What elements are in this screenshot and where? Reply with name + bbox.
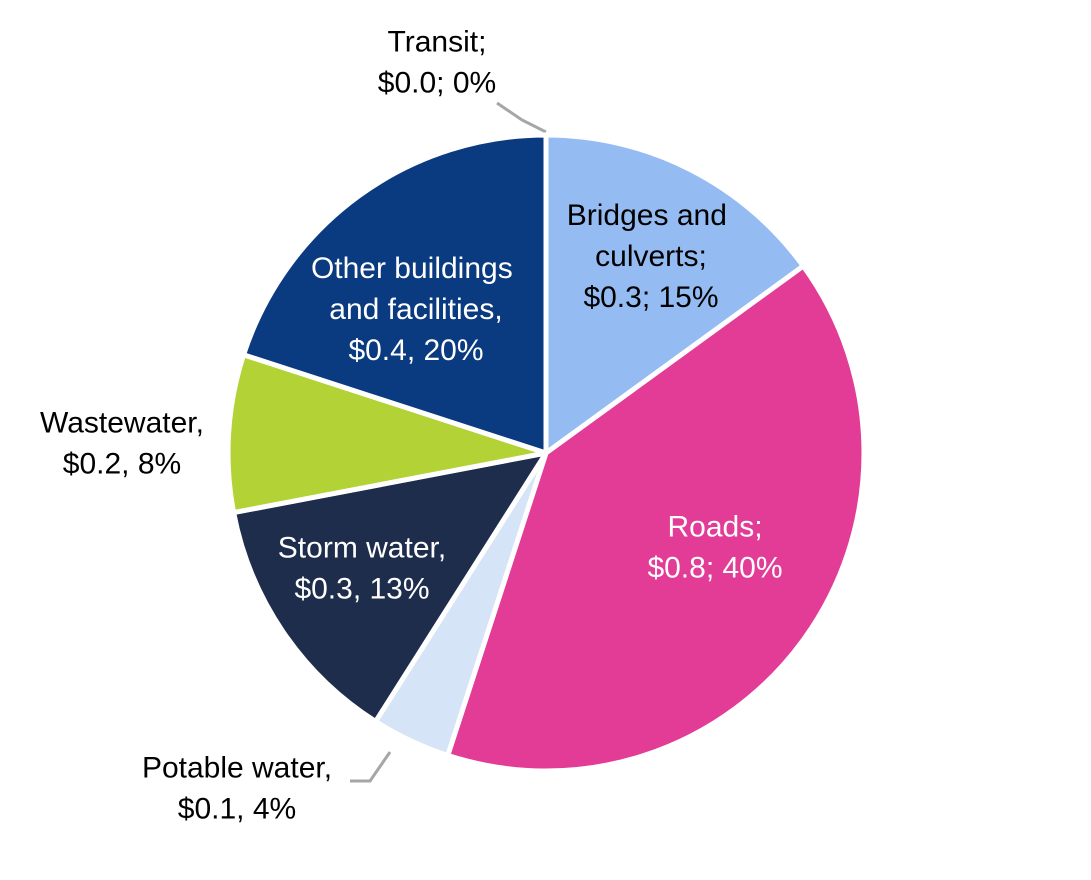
leader-line — [350, 751, 392, 783]
value-label: $0.1, 4% — [178, 792, 296, 825]
pie-slice — [225, 352, 549, 516]
pie-slice — [231, 450, 549, 724]
slice-label: Storm water, — [278, 531, 446, 564]
label-line: Roads; — [667, 510, 762, 543]
label-line: Transit; — [388, 25, 487, 58]
label-line: Wastewater, — [40, 406, 204, 439]
slice-label: Other buildings and facilities, — [311, 252, 521, 326]
label-line: Bridges and — [567, 199, 735, 232]
label-line: Potable water, — [142, 751, 332, 784]
value-label: $0.3, 13% — [294, 572, 429, 605]
pie-slice — [241, 132, 549, 456]
label-line: and facilities, — [329, 293, 502, 326]
slice-label: Potable water, — [142, 751, 332, 784]
slice-label: Wastewater, — [40, 406, 204, 439]
slice-label: Roads; — [667, 510, 762, 543]
leader-line — [496, 101, 547, 134]
value-label: $0.0; 0% — [378, 66, 496, 99]
label-line: culverts; — [595, 240, 707, 273]
slice-label: Transit; — [388, 25, 487, 58]
value-label: $0.3; 15% — [583, 281, 718, 314]
value-label: $0.2, 8% — [63, 447, 181, 480]
value-label: $0.8; 40% — [647, 551, 782, 584]
label-line: Other buildings — [311, 252, 521, 285]
pie-slice — [543, 132, 806, 456]
pie-slice — [445, 263, 867, 774]
label-line: Storm water, — [278, 531, 446, 564]
value-label: $0.4, 20% — [348, 334, 483, 367]
slice-label: Bridges and culverts; — [567, 199, 735, 273]
